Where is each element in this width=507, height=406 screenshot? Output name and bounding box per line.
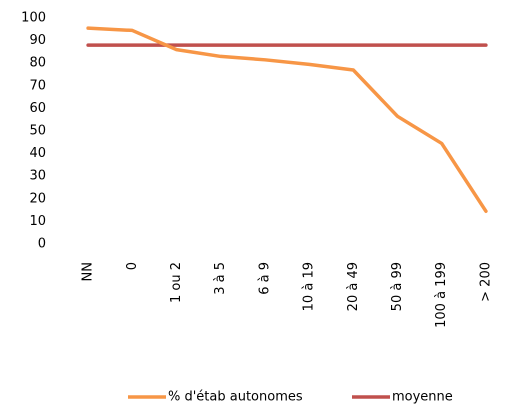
legend-label: moyenne [392, 390, 453, 405]
y-tick-label: 50 [29, 124, 46, 139]
series-line [86, 26, 488, 213]
y-tick-label: 100 [21, 11, 46, 26]
x-tick-label: 0 [125, 262, 140, 270]
x-tick-label: 20 à 49 [346, 262, 361, 311]
y-tick-label: 10 [29, 214, 46, 229]
x-tick-label: 10 à 19 [302, 262, 317, 311]
x-tick-label: 50 à 99 [390, 262, 405, 311]
y-tick-label: 40 [29, 146, 46, 161]
y-tick-label: 80 [29, 56, 46, 71]
legend-label: % d'étab autonomes [168, 390, 303, 405]
y-tick-label: 90 [29, 33, 46, 48]
x-tick-label: 6 à 9 [257, 262, 272, 295]
x-tick-label: 1 ou 2 [169, 262, 184, 303]
x-tick-label: > 200 [478, 262, 493, 302]
y-tick-label: 20 [29, 191, 46, 206]
y-tick-label: 0 [38, 237, 46, 252]
y-tick-label: 70 [29, 78, 46, 93]
x-tick-label: 3 à 5 [213, 262, 228, 295]
y-tick-label: 60 [29, 101, 46, 116]
y-tick-label: 30 [29, 169, 46, 184]
x-tick-label: NN [81, 262, 96, 281]
x-tick-label: 100 à 199 [434, 262, 449, 328]
